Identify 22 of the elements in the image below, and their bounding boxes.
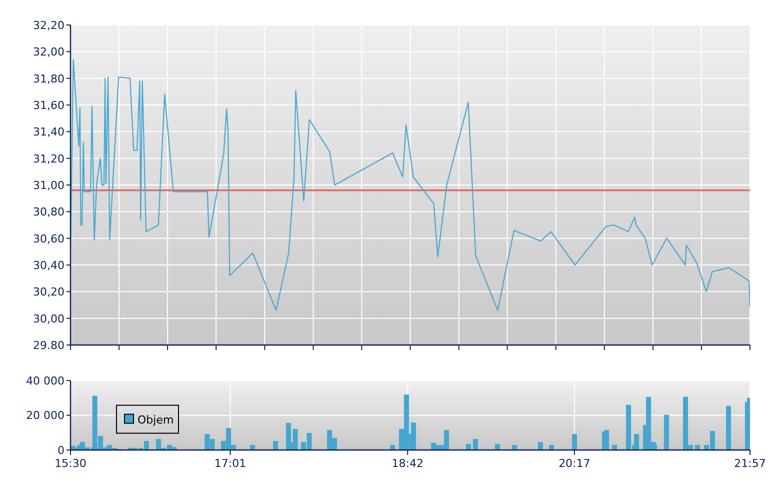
y-tick-label: 30,00 <box>33 312 64 326</box>
y-tick-label: 29.80 <box>33 338 64 352</box>
y-tick-label: 31,40 <box>33 126 64 139</box>
y-tick-label: 40 000 <box>26 374 64 388</box>
y-tick-label: 0 <box>58 444 64 457</box>
y-tick-label: 31,00 <box>33 178 64 192</box>
y-tick-label: 31,20 <box>33 152 64 166</box>
x-tick-label: 20:17 <box>558 457 590 470</box>
x-tick-label: 17:01 <box>214 457 246 470</box>
y-tick-label: 30,80 <box>33 206 64 219</box>
y-tick-label: 31,60 <box>33 98 64 112</box>
y-tick-label: 30,40 <box>33 258 64 272</box>
y-tick-label: 20 000 <box>26 409 64 422</box>
x-tick-label: 15:30 <box>54 457 86 470</box>
y-tick-label: 30,20 <box>33 286 64 299</box>
y-tick-label: 32,20 <box>33 18 64 32</box>
x-tick-label: 21:57 <box>734 457 766 470</box>
x-tick-label: 18:42 <box>392 457 424 470</box>
y-tick-label: 31,80 <box>33 72 64 86</box>
series-label: Objem <box>138 413 174 426</box>
y-tick-label: 32,00 <box>33 46 64 59</box>
y-tick-label: 30,60 <box>33 232 64 246</box>
